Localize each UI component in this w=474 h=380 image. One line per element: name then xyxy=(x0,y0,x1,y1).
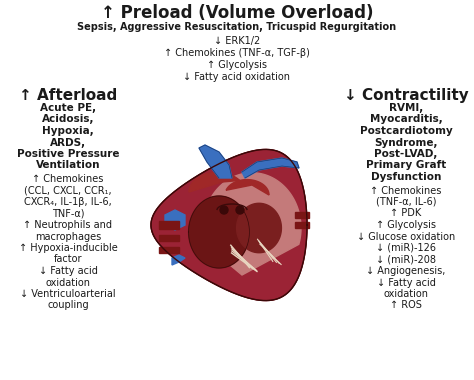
Text: ↓ Fatty acid: ↓ Fatty acid xyxy=(376,277,436,288)
Text: Acidosis,: Acidosis, xyxy=(42,114,94,125)
Text: coupling: coupling xyxy=(47,301,89,310)
Polygon shape xyxy=(189,196,249,268)
Text: oxidation: oxidation xyxy=(383,289,428,299)
Text: ↓ Fatty acid oxidation: ↓ Fatty acid oxidation xyxy=(183,72,291,82)
Circle shape xyxy=(236,206,244,214)
Text: factor: factor xyxy=(54,255,82,264)
Text: ↑ Chemokines: ↑ Chemokines xyxy=(370,185,442,195)
Polygon shape xyxy=(151,149,307,301)
Text: ↑ Preload (Volume Overload): ↑ Preload (Volume Overload) xyxy=(101,4,373,22)
Text: ↓ Ventriculoarterial: ↓ Ventriculoarterial xyxy=(20,289,116,299)
Polygon shape xyxy=(226,180,269,195)
Text: macrophages: macrophages xyxy=(35,231,101,242)
Polygon shape xyxy=(199,145,232,178)
Polygon shape xyxy=(203,173,301,275)
Text: Positive Pressure: Positive Pressure xyxy=(17,149,119,159)
Text: Sepsis, Aggressive Resuscitation, Tricuspid Regurgitation: Sepsis, Aggressive Resuscitation, Tricus… xyxy=(77,22,397,32)
Text: ↑ Chemokines (TNF-α, TGF-β): ↑ Chemokines (TNF-α, TGF-β) xyxy=(164,48,310,58)
Text: ↓ Angiogenesis,: ↓ Angiogenesis, xyxy=(366,266,446,276)
Polygon shape xyxy=(159,221,179,229)
Text: ↑ Hypoxia-inducible: ↑ Hypoxia-inducible xyxy=(18,243,118,253)
Text: ↑ ROS: ↑ ROS xyxy=(390,301,422,310)
Text: Acute PE,: Acute PE, xyxy=(40,103,96,113)
Polygon shape xyxy=(237,203,282,253)
Text: Postcardiotomy: Postcardiotomy xyxy=(360,126,452,136)
Polygon shape xyxy=(242,158,299,178)
Text: RVMI,: RVMI, xyxy=(389,103,423,113)
Polygon shape xyxy=(295,212,309,218)
Text: oxidation: oxidation xyxy=(46,277,91,288)
Polygon shape xyxy=(165,210,185,230)
Text: Syndrome,: Syndrome, xyxy=(374,138,438,147)
Text: ↑ PDK: ↑ PDK xyxy=(391,209,422,218)
Text: ↑ Chemokines: ↑ Chemokines xyxy=(32,174,104,184)
Polygon shape xyxy=(189,173,240,192)
Text: TNF-α): TNF-α) xyxy=(52,209,84,218)
Text: ↓ (miR)-126: ↓ (miR)-126 xyxy=(376,243,436,253)
Text: Ventilation: Ventilation xyxy=(36,160,100,171)
Text: CXCR₄, IL-1β, IL-6,: CXCR₄, IL-1β, IL-6, xyxy=(24,197,112,207)
Text: ↓ Glucose oxidation: ↓ Glucose oxidation xyxy=(357,231,455,242)
Text: ↑ Afterload: ↑ Afterload xyxy=(19,88,117,103)
Text: Dysfunction: Dysfunction xyxy=(371,172,441,182)
Text: (CCL, CXCL, CCR₁,: (CCL, CXCL, CCR₁, xyxy=(24,185,112,195)
Polygon shape xyxy=(159,235,179,241)
Text: Post-LVAD,: Post-LVAD, xyxy=(374,149,438,159)
Text: Primary Graft: Primary Graft xyxy=(366,160,446,171)
Text: ARDS,: ARDS, xyxy=(50,138,86,147)
Text: ↓ (miR)-208: ↓ (miR)-208 xyxy=(376,255,436,264)
Polygon shape xyxy=(172,255,185,265)
Text: ↓ Contractility: ↓ Contractility xyxy=(344,88,468,103)
Text: Myocarditis,: Myocarditis, xyxy=(370,114,442,125)
Polygon shape xyxy=(159,247,179,253)
Text: ↓ Fatty acid: ↓ Fatty acid xyxy=(38,266,98,276)
Text: ↑ Neutrophils and: ↑ Neutrophils and xyxy=(24,220,112,230)
Text: ↑ Glycolysis: ↑ Glycolysis xyxy=(207,60,267,70)
Text: (TNF-α, IL-6): (TNF-α, IL-6) xyxy=(376,197,436,207)
Text: Hypoxia,: Hypoxia, xyxy=(42,126,94,136)
Text: ↑ Glycolysis: ↑ Glycolysis xyxy=(376,220,436,230)
Text: ↓ ERK1/2: ↓ ERK1/2 xyxy=(214,36,260,46)
Circle shape xyxy=(220,206,228,214)
Polygon shape xyxy=(295,222,309,228)
